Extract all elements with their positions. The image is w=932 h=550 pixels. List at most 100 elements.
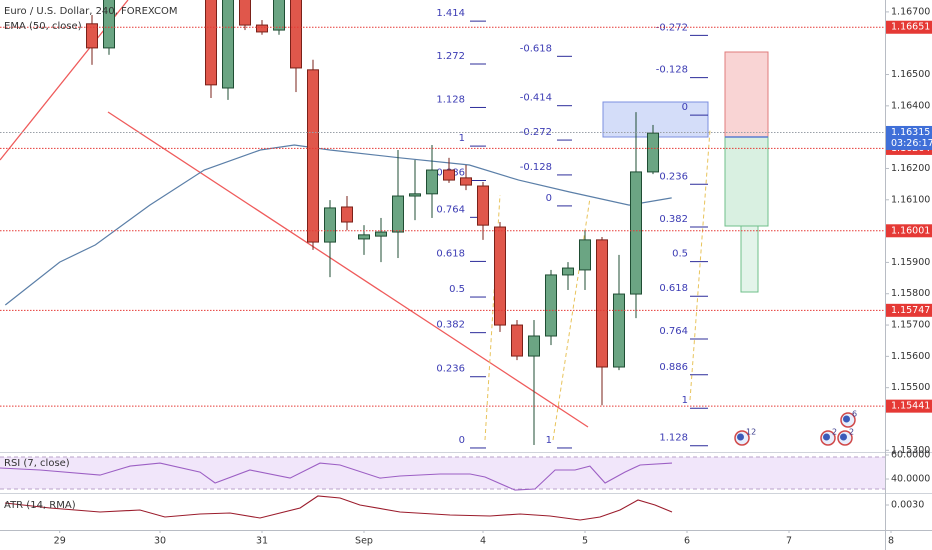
fib-level-label: 0.764 <box>436 204 465 215</box>
event-count: 2 <box>832 428 837 437</box>
legend: Euro / U.S. Dollar, 240, FOREXCOM EMA (5… <box>4 6 178 32</box>
candle-body <box>527 335 540 357</box>
candle-body <box>443 169 456 181</box>
candle-body <box>493 226 506 326</box>
last-price-label: 1.16315 <box>891 127 930 138</box>
level-label: 1.15441 <box>891 401 930 412</box>
fib-level-label: 1 <box>546 435 552 446</box>
y-tick-label: 0.0030 <box>891 500 924 511</box>
candle-body <box>86 23 99 49</box>
event-icon-inner <box>737 433 744 441</box>
countdown-label: 03:26:17 <box>891 138 932 149</box>
y-tick-label: 1.16400 <box>891 100 930 111</box>
fib-level-label: 1 <box>682 395 688 406</box>
indicator-title: RSI (7, close) <box>4 458 70 469</box>
x-tick-label: 30 <box>154 536 166 547</box>
y-tick-label: 40.0000 <box>891 474 930 485</box>
trend-line <box>107 111 589 428</box>
fib-level-label: -0.128 <box>656 65 688 76</box>
y-tick-label: 1.15500 <box>891 382 930 393</box>
indicator-line <box>4 495 673 521</box>
fib-level-label: 1.414 <box>436 8 465 19</box>
candle-body <box>341 206 354 223</box>
fib-level-label: 0.382 <box>659 214 688 225</box>
fib-level-label: 0.5 <box>449 284 465 295</box>
fib-level-label: -0.272 <box>656 22 688 33</box>
rectangle-drawing <box>602 101 709 138</box>
candle-body <box>239 0 252 26</box>
rsi-band <box>0 457 885 489</box>
event-count: 2 <box>849 428 854 437</box>
candle-body <box>273 0 286 31</box>
level-label-box <box>886 224 932 238</box>
fib-level-label: 1.128 <box>436 94 465 105</box>
last-price-box <box>886 125 932 150</box>
candle-body <box>460 177 472 186</box>
symbol-title: Euro / U.S. Dollar, 240, FOREXCOM <box>4 6 178 17</box>
x-tick-label: 4 <box>480 536 486 547</box>
level-label: 1.16651 <box>891 22 930 33</box>
event-icon-inner <box>840 433 847 441</box>
candle-body <box>578 239 591 271</box>
fib-anchor-line <box>552 197 591 441</box>
candle-body <box>392 195 405 233</box>
fib-level-label: 1.272 <box>436 51 465 62</box>
candle-body <box>544 274 557 337</box>
drawings <box>0 0 769 441</box>
y-tick-label: 1.15900 <box>891 257 930 268</box>
x-tick-label: 31 <box>256 536 268 547</box>
candle-body <box>629 171 642 295</box>
position-target <box>740 225 759 293</box>
level-label: 1.16001 <box>891 225 930 236</box>
candle-body <box>595 239 608 368</box>
x-tick-label: 29 <box>54 536 66 547</box>
x-tick-label: Sep <box>355 536 373 547</box>
x-tick-label: 5 <box>582 536 588 547</box>
fib-level-label: 0.886 <box>659 362 688 373</box>
y-tick-label: 1.16100 <box>891 194 930 205</box>
event-count: 12 <box>746 428 756 437</box>
candle-body <box>307 69 320 243</box>
y-tick-label: 1.15600 <box>891 351 930 362</box>
candle-body <box>646 132 659 173</box>
fib-level-label: 0.382 <box>436 320 465 331</box>
fib-level-label: 0.236 <box>659 171 688 182</box>
candle-body <box>375 231 388 237</box>
position-target <box>724 136 769 227</box>
level-label: 1.15747 <box>891 305 930 316</box>
position-stop <box>724 51 769 138</box>
level-label-box <box>886 303 932 317</box>
candle-body <box>426 169 439 195</box>
fib-level-label: 0 <box>546 193 552 204</box>
candle-body <box>103 0 116 49</box>
candle-body <box>256 24 269 33</box>
y-tick-label: 1.15800 <box>891 288 930 299</box>
candle-body <box>510 324 523 357</box>
fib-level-label: 1 <box>459 133 465 144</box>
candle-body <box>205 0 218 86</box>
event-icon-inner <box>823 433 830 441</box>
fib-level-label: 0.764 <box>659 326 688 337</box>
fib-level-label: -0.272 <box>520 127 552 138</box>
fib-anchor-line <box>689 129 711 401</box>
indicator-line <box>0 462 673 491</box>
x-tick-label: 7 <box>786 536 792 547</box>
fib-level-label: -0.618 <box>520 43 552 54</box>
level-label-box <box>886 399 932 413</box>
fib-level-label: 0 <box>682 102 688 113</box>
fib-level-label: 0.5 <box>672 249 688 260</box>
candle-body <box>561 267 574 276</box>
fib-level-label: 0.618 <box>659 283 688 294</box>
candle-body <box>290 0 303 69</box>
candle-body <box>476 185 489 226</box>
level-label-box <box>886 20 932 34</box>
indicator-title: EMA (50, close) <box>4 21 82 32</box>
y-tick-label: 1.15300 <box>891 445 930 456</box>
fib-level-label: -0.128 <box>520 162 552 173</box>
candle-body <box>409 193 422 197</box>
indicator-title: ATR (14, RMA) <box>4 500 76 511</box>
fib-level-label: 0 <box>459 435 465 446</box>
event-icon-inner <box>843 415 850 423</box>
y-tick-label: 1.16500 <box>891 69 930 80</box>
candle-body <box>358 234 371 240</box>
